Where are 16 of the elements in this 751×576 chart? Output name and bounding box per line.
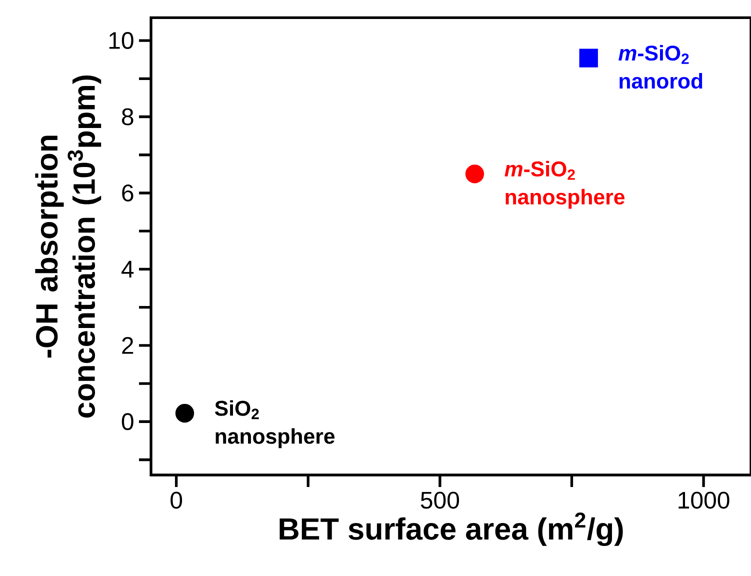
point [175, 404, 194, 423]
x-tick-label: 0 [170, 492, 182, 509]
series-label: m-SiO$_{2}$ nanosphere [504, 160, 625, 209]
y-tick-label: 6 [122, 184, 134, 202]
series-label: m-SiO$_{2}$ nanorod [618, 45, 702, 89]
point [579, 48, 598, 68]
x-tick-label: 500 [420, 492, 460, 509]
x-tick-label: 1000 [678, 492, 730, 509]
y-tick-label: 10 [109, 32, 134, 50]
point [465, 164, 484, 184]
y-tick-label: 2 [122, 337, 134, 354]
y-tick-label: 0 [122, 413, 134, 430]
series-label: SiO$_{2}$ nanosphere [214, 400, 335, 448]
x-axis-title: BET surface area (m$^{2}$/g) [280, 512, 623, 546]
y-tick-label: 8 [122, 108, 134, 126]
y-tick-label: 4 [121, 260, 134, 278]
